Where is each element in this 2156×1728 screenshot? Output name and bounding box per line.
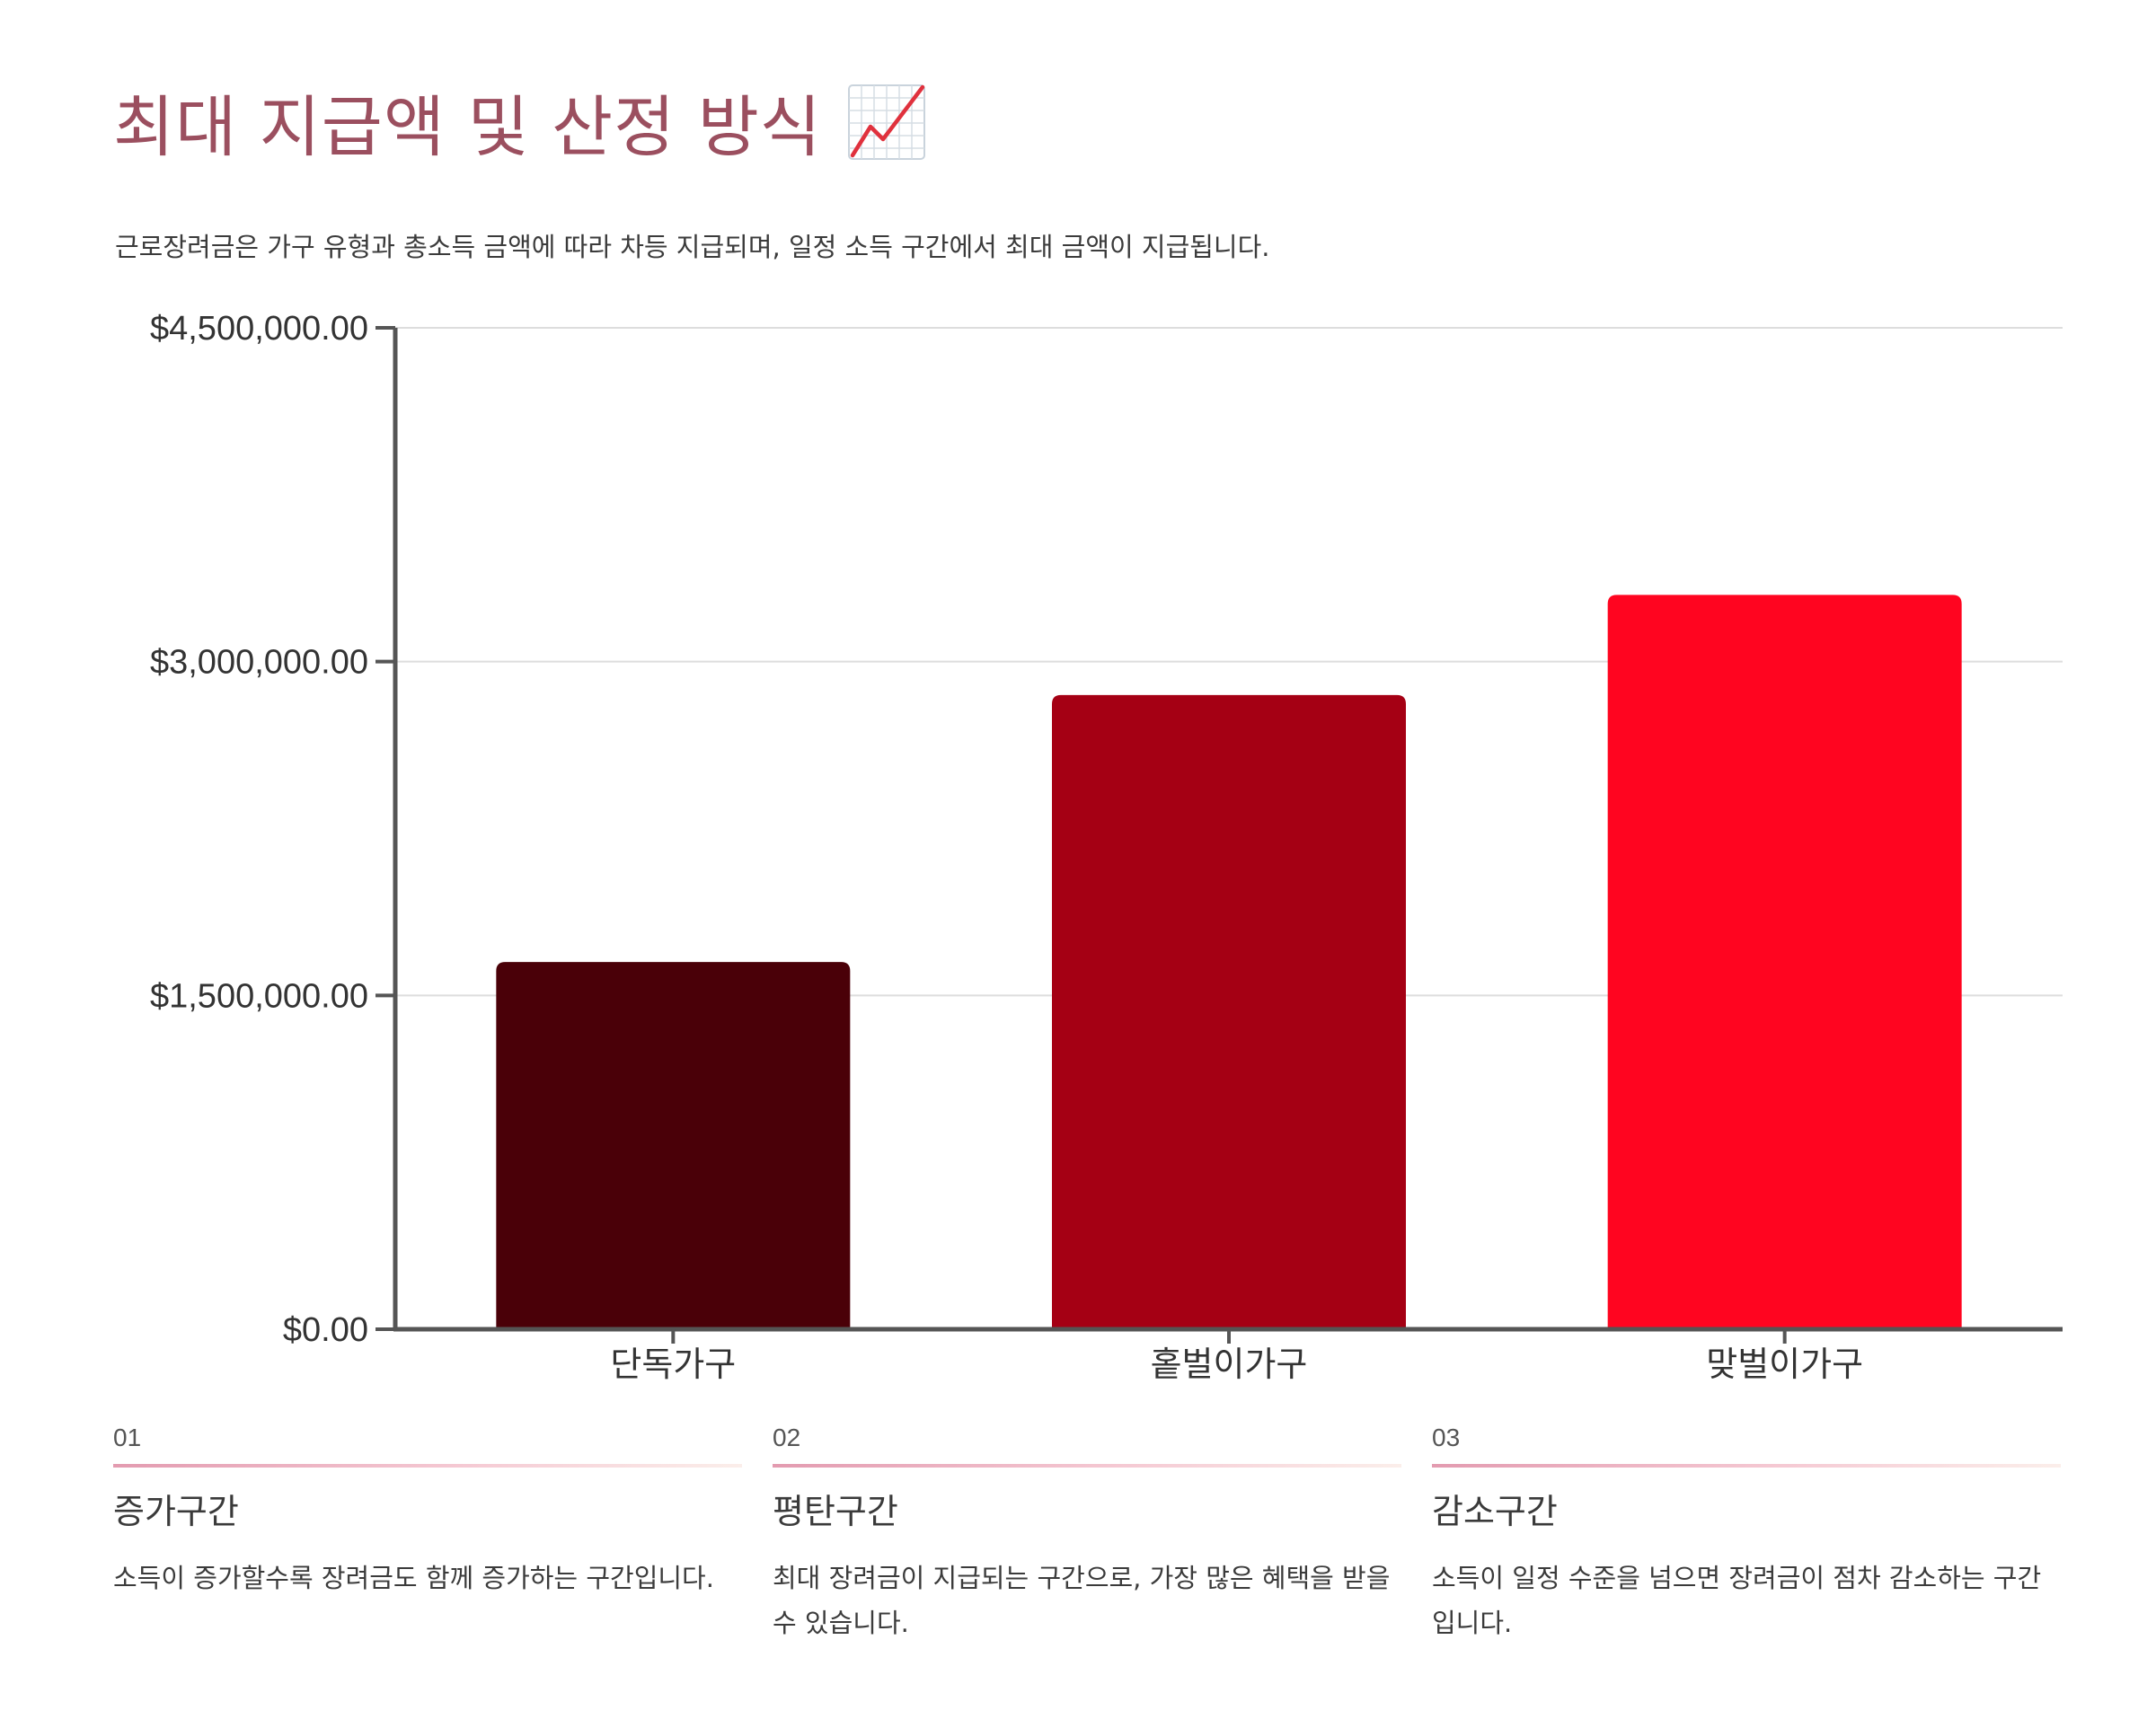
- bar: [1052, 694, 1406, 1329]
- title-row: 최대 지급액 및 산정 방식: [113, 72, 928, 171]
- card-divider: [773, 1464, 1401, 1468]
- card-description: 소득이 증가할수록 장려금도 함께 증가하는 구간입니다.: [113, 1563, 714, 1593]
- phase-card-decrease: 03 감소구간 소득이 일정 수준을 넘으면 장려금이 점차 감소하는 구간입니…: [1432, 1417, 2061, 1645]
- y-tick-label: $0.00: [283, 1311, 368, 1349]
- x-tick-label: 맞벌이가구: [1706, 1344, 1863, 1384]
- card-description: 최대 장려금이 지급되는 구간으로, 가장 많은 혜택을 받을 수 있습니다.: [773, 1563, 1391, 1638]
- phase-card-increase: 01 증가구간 소득이 증가할수록 장려금도 함께 증가하는 구간입니다.: [113, 1417, 742, 1600]
- phase-cards: 01 증가구간 소득이 증가할수록 장려금도 함께 증가하는 구간입니다. 02…: [113, 1417, 2063, 1669]
- card-divider: [113, 1464, 742, 1468]
- page-title: 최대 지급액 및 산정 방식: [113, 88, 822, 166]
- card-title: 평탄구간: [773, 1492, 898, 1531]
- y-tick-label: $4,500,000.00: [150, 310, 368, 348]
- bar: [1607, 595, 1962, 1329]
- x-tick-label: 단독가구: [610, 1344, 736, 1384]
- card-number: 02: [773, 1424, 801, 1451]
- y-tick-label: $3,000,000.00: [150, 644, 368, 682]
- card-number: 01: [113, 1424, 142, 1451]
- y-tick-label: $1,500,000.00: [150, 977, 368, 1015]
- phase-card-flat: 02 평탄구간 최대 장려금이 지급되는 구간으로, 가장 많은 혜택을 받을 …: [773, 1417, 1401, 1645]
- card-title: 증가구간: [113, 1492, 239, 1531]
- x-tick-label: 홑벌이가구: [1151, 1344, 1308, 1384]
- card-title: 감소구간: [1432, 1492, 1558, 1531]
- bar: [496, 962, 851, 1329]
- card-number: 03: [1432, 1424, 1461, 1451]
- card-divider: [1432, 1464, 2061, 1468]
- chart-increasing-icon: [847, 84, 925, 160]
- bar-chart: $0.00 $1,500,000.00 $3,000,000.00 $4,500,00…: [0, 296, 2156, 1401]
- bar-chart-svg: $0.00 $1,500,000.00 $3,000,000.00 $4,500,00…: [150, 310, 2063, 1384]
- page-subtitle: 근로장려금은 가구 유형과 총소득 금액에 따라 차등 지급되며, 일정 소득 …: [115, 232, 1270, 262]
- card-description: 소득이 일정 수준을 넘으면 장려금이 점차 감소하는 구간입니다.: [1432, 1563, 2042, 1638]
